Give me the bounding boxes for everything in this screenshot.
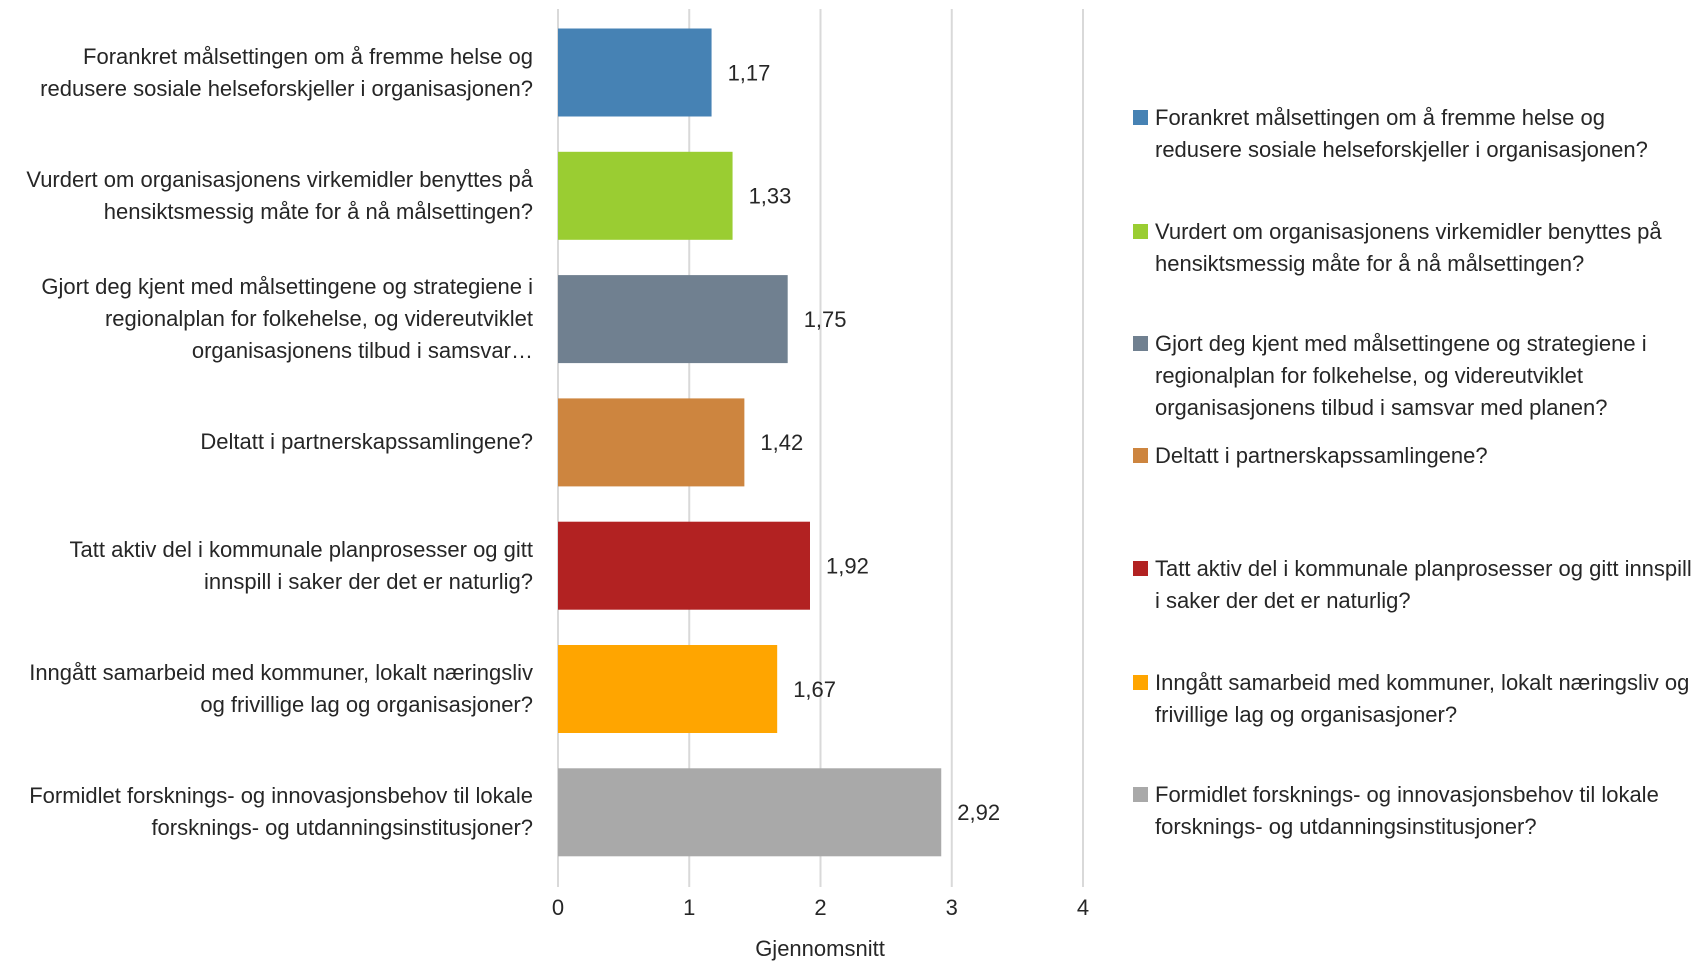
value-label: 1,33 <box>749 184 792 209</box>
bar <box>558 275 788 364</box>
legend-label: Deltatt i partnerskapssamlingene? <box>1155 442 1488 468</box>
y-tick-label: Deltatt i partnerskapssamlingene? <box>200 429 533 455</box>
legend-swatch <box>1133 675 1148 690</box>
legend-swatch <box>1133 787 1148 802</box>
bar <box>558 151 733 240</box>
bar <box>558 521 810 610</box>
value-label: 1,75 <box>804 307 847 332</box>
value-label: 1,67 <box>793 677 836 702</box>
value-label: 1,17 <box>728 60 771 85</box>
value-label: 1,92 <box>826 554 869 579</box>
value-label: 1,42 <box>760 430 803 455</box>
legend-label: Vurdert om organisasjonens virkemidler b… <box>1155 218 1662 276</box>
x-tick-label: 4 <box>1077 895 1089 920</box>
x-tick-label: 2 <box>814 895 826 920</box>
legend-swatch <box>1133 336 1148 351</box>
legend-label: Forankret målsettingen om å fremme helse… <box>1155 105 1648 162</box>
y-tick-label: Formidlet forsknings- og innovasjonsbeho… <box>29 783 533 841</box>
legend-swatch <box>1133 561 1148 576</box>
bar <box>558 645 778 733</box>
bar <box>558 768 942 857</box>
bar <box>558 28 712 117</box>
legend-swatch <box>1133 223 1148 239</box>
y-tick-label: Tatt aktiv del i kommunale planprosesser… <box>69 536 533 594</box>
value-label: 2,92 <box>957 800 1000 825</box>
y-tick-label: Forankret målsettingen om å fremme helse… <box>40 43 533 101</box>
x-axis-title: Gjennomsnitt <box>755 936 885 961</box>
x-tick-label: 1 <box>683 895 695 920</box>
legend-label: Tatt aktiv del i kommunale planprosesser… <box>1155 556 1692 613</box>
x-tick-label: 0 <box>552 895 564 920</box>
legend-swatch <box>1133 447 1148 463</box>
legend-label: Formidlet forsknings- og innovasjonsbeho… <box>1155 782 1659 839</box>
legend-label: Gjort deg kjent med målsettingene og str… <box>1155 331 1647 420</box>
x-tick-label: 3 <box>946 895 958 920</box>
legend-label: Inngått samarbeid med kommuner, lokalt n… <box>1155 670 1690 727</box>
legend-swatch <box>1133 110 1148 125</box>
y-tick-label: Vurdert om organisasjonens virkemidler b… <box>26 166 533 224</box>
bar <box>558 398 745 487</box>
y-tick-label: Inngått samarbeid med kommuner, lokalt n… <box>29 660 533 717</box>
y-tick-label: Gjort deg kjent med målsettingene og str… <box>41 274 533 364</box>
